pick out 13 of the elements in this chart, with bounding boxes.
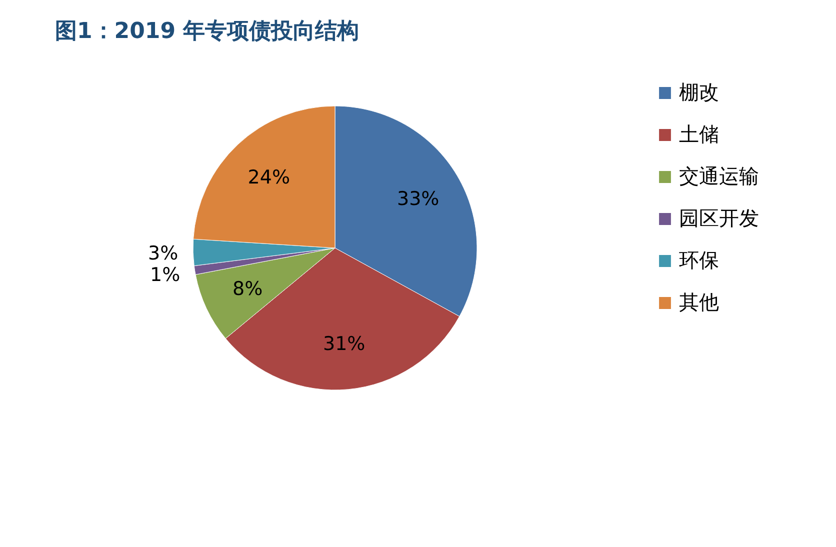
chart-title: 图1：2019 年专项债投向结构 <box>55 19 360 44</box>
data-label: 33% <box>396 188 440 210</box>
legend-label: 园区开发 <box>679 206 759 230</box>
data-label: 24% <box>248 166 290 189</box>
data-label: 8% <box>232 278 263 300</box>
legend-label: 其他 <box>679 290 719 314</box>
legend-label: 土储 <box>679 122 719 146</box>
legend-label: 环保 <box>679 248 719 272</box>
data-label: 31% <box>322 333 366 356</box>
legend-label: 交通运输 <box>679 164 759 188</box>
legend-label: 棚改 <box>679 80 719 104</box>
data-label: 3% <box>148 242 178 264</box>
data-label: 1% <box>150 264 180 286</box>
